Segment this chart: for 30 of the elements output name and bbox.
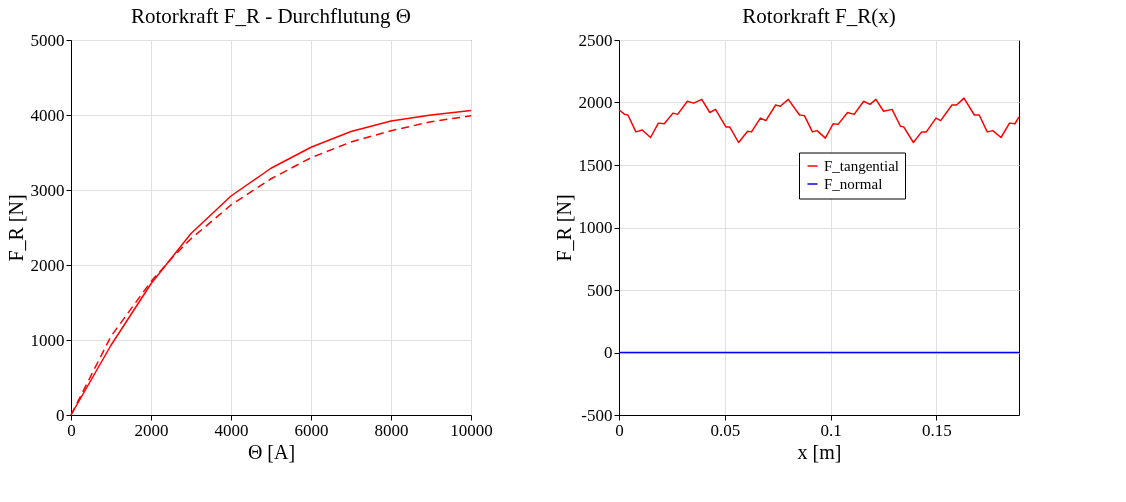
y-tick-label: 4000 [30,105,65,125]
legend-label: F_tangential [824,158,899,174]
y-axis-title: F_R [N] [4,194,27,262]
y-tick-label: 2500 [578,30,613,50]
y-tick-label: 5000 [30,30,65,50]
x-axis-title: x [m] [797,440,842,463]
y-tick-label: 0 [56,405,65,425]
x-tick-label: 2000 [134,420,169,440]
y-tick-label: 2000 [30,255,65,275]
x-axis-title: Θ [A] [247,440,296,463]
y-tick-label: -500 [581,405,613,425]
y-tick-label: 2000 [578,93,613,112]
y-tick-label: 500 [587,280,613,300]
legend-label: F_normal [824,176,883,192]
y-tick-label: 1000 [30,330,65,350]
x-tick-label: 8000 [374,420,409,440]
x-tick-label: 0.05 [710,420,741,440]
y-tick-label: 0 [604,343,613,362]
x-tick-label: 0.1 [820,420,842,440]
y-tick-label: 1500 [578,155,613,175]
x-tick-label: 10000 [450,420,493,440]
y-tick-label: 1000 [578,218,613,237]
chart-title: Rotorkraft F_R - Durchflutung Θ [131,4,411,28]
x-tick-label: 4000 [214,420,249,440]
y-axis-title: F_R [N] [552,194,575,262]
chart-title: Rotorkraft F_R(x) [742,4,896,28]
x-tick-label: 0.15 [922,420,952,440]
y-tick-label: 3000 [30,180,65,200]
line-series [618,97,1020,144]
x-tick-label: 6000 [294,420,329,440]
